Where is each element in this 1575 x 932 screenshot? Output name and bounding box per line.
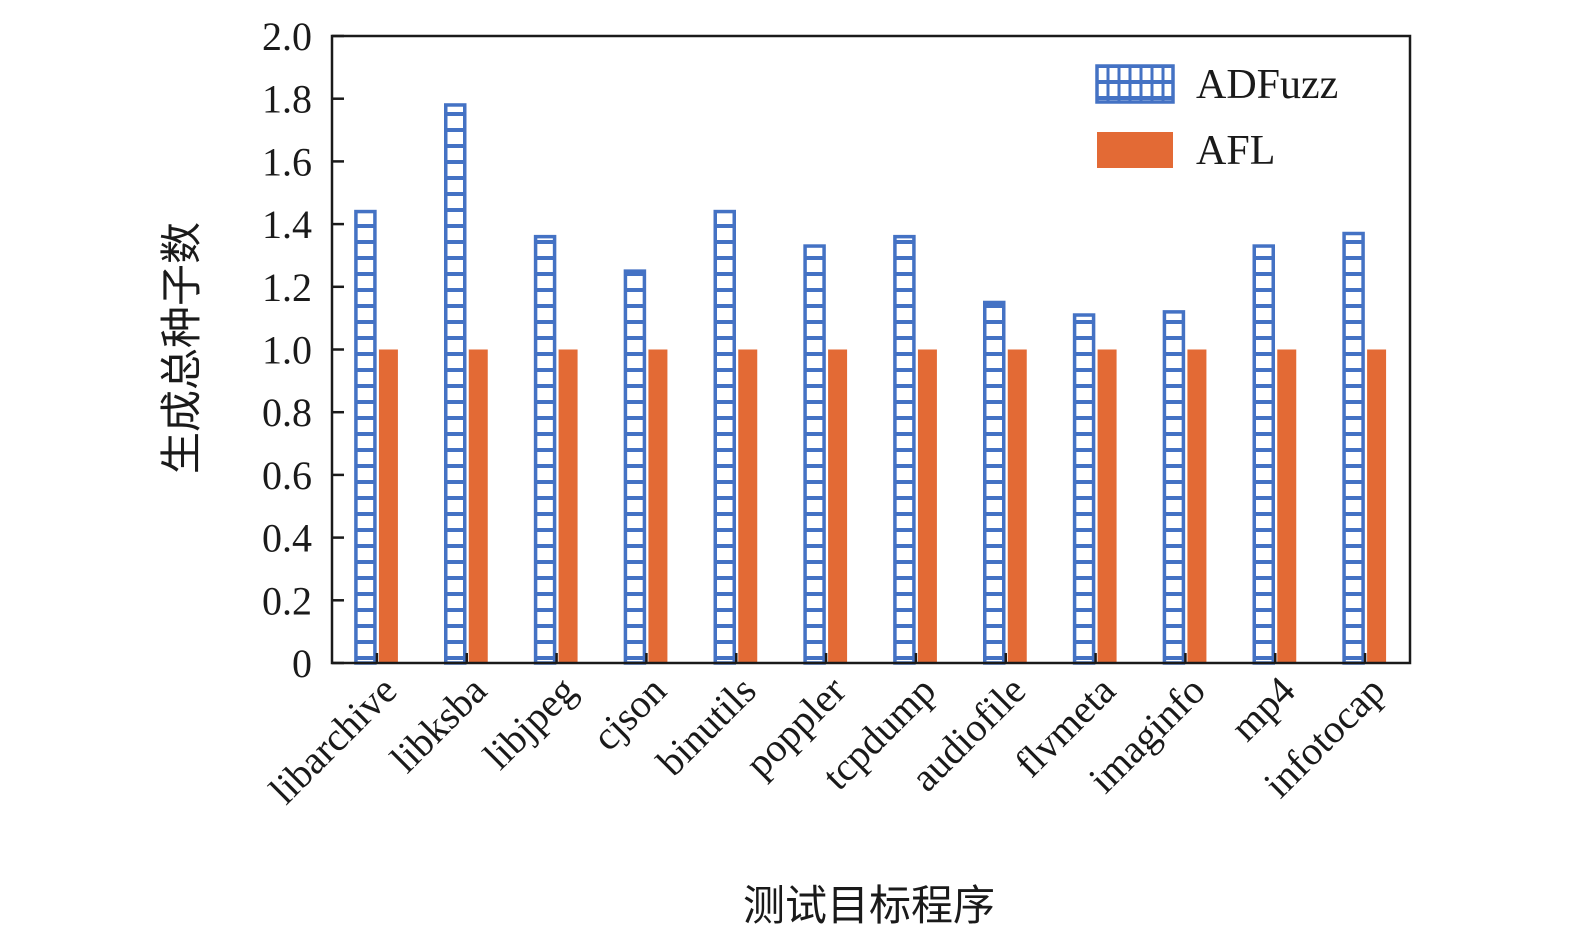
bar-afl [828,349,848,663]
y-tick-label: 0 [292,641,312,686]
bar-adfuzz [1072,313,1096,665]
y-tick-label: 1.8 [262,77,312,122]
bar-afl [378,349,398,663]
y-tick-label: 0.4 [262,516,312,561]
x-tick-label: binutils [648,668,765,785]
bar-afl [917,349,937,663]
bar-adfuzz [893,234,916,665]
y-tick-label: 2.0 [262,14,312,59]
bar-afl [1187,349,1207,663]
legend-swatch-adfuzz [1095,64,1175,104]
bar-afl [1277,349,1297,663]
y-axis-ticks: 0 0.2 0.4 0.6 0.8 1.0 1.2 1.4 1.6 1.8 2.0 [262,14,344,686]
bar-afl [648,349,668,663]
bar-afl [1097,349,1117,663]
bar-adfuzz [623,269,647,665]
legend-label-afl: AFL [1196,128,1275,174]
x-axis-title: 测试目标程序 [743,884,995,930]
x-tick-label: libjpeg [475,668,585,778]
bar-adfuzz [983,300,1006,665]
bar-afl [738,349,758,663]
y-tick-label: 1.6 [262,139,312,184]
legend: ADFuzz AFL [1095,62,1338,174]
legend-swatch-afl [1097,132,1173,168]
bar-adfuzz [354,209,377,665]
bar-adfuzz [803,244,826,665]
y-axis-title: 生成总种子数 [160,222,206,474]
bar-adfuzz [1252,244,1275,665]
y-tick-label: 0.8 [262,390,312,435]
bar-adfuzz [1162,310,1186,665]
x-tick-label: libksba [382,667,496,781]
bar-adfuzz [713,209,736,665]
y-tick-label: 1.0 [262,328,312,373]
bar-afl [1007,349,1027,663]
y-tick-label: 1.2 [262,265,312,310]
x-tick-label: libarchive [260,668,405,813]
bar-adfuzz [533,234,557,665]
bar-afl [468,349,488,663]
bar-adfuzz [1342,231,1365,665]
bars-group [354,103,1387,665]
bar-afl [1367,349,1387,663]
bar-adfuzz [444,103,467,665]
x-axis-tick-labels: libarchivelibksbalibjpegcjsonbinutilspop… [260,653,1393,812]
y-tick-label: 1.4 [262,202,312,247]
y-tick-label: 0.6 [262,453,312,498]
legend-label-adfuzz: ADFuzz [1196,62,1338,108]
bar-afl [558,349,578,663]
y-tick-label: 0.2 [262,578,312,623]
plot-frame [330,34,1412,665]
